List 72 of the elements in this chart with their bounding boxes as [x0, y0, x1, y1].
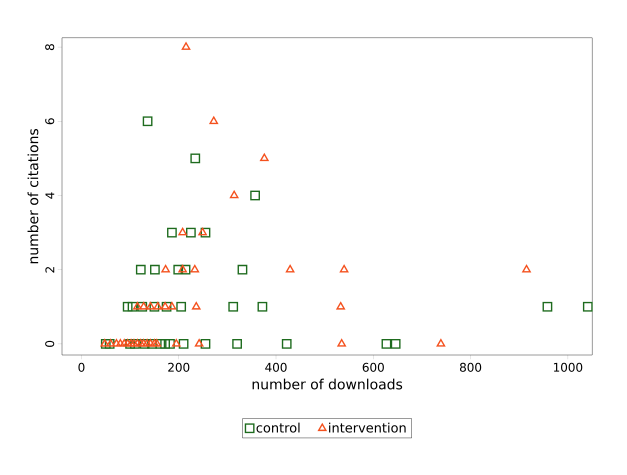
point [190, 264, 200, 272]
point [178, 338, 188, 349]
point [136, 338, 146, 347]
point [186, 228, 196, 238]
point [200, 228, 210, 238]
point [153, 302, 162, 310]
point [337, 338, 346, 347]
x-tick-label: 800 [460, 362, 482, 372]
point [146, 302, 155, 310]
point [150, 264, 160, 275]
point [150, 338, 159, 347]
point [340, 264, 348, 272]
point [136, 264, 146, 275]
point [122, 302, 133, 312]
point [260, 154, 269, 162]
point [133, 338, 142, 347]
point [123, 338, 132, 347]
point [250, 190, 260, 200]
point [116, 338, 125, 347]
point [190, 154, 200, 164]
y-tick-label: 6 [45, 118, 54, 124]
point [522, 264, 531, 272]
point [336, 302, 346, 310]
point [258, 302, 268, 312]
point [182, 42, 190, 50]
point [142, 116, 152, 126]
point [142, 338, 152, 347]
point [120, 338, 129, 347]
x-tick-label: 600 [362, 362, 384, 372]
point [582, 302, 593, 312]
point [165, 338, 175, 349]
point [390, 338, 401, 349]
legend-label: control [256, 422, 300, 433]
y-tick-label: 2 [45, 267, 54, 273]
legend-label: intervention [329, 422, 406, 433]
point [180, 264, 190, 275]
point [133, 302, 142, 310]
point [230, 190, 239, 198]
point [128, 302, 138, 312]
y-tick-label: 8 [45, 44, 54, 50]
y-tick-label: 4 [46, 192, 54, 199]
point [382, 338, 392, 349]
x-tick-label: 400 [265, 362, 287, 372]
point [542, 302, 552, 312]
x-tick-label: 1000 [554, 362, 582, 372]
point [176, 302, 186, 312]
point [209, 116, 218, 124]
x-tick-label: 200 [168, 362, 190, 372]
y-axis-title: number of citations [28, 128, 38, 264]
y-tick-label: 0 [45, 340, 54, 347]
point [112, 338, 121, 347]
point [436, 338, 446, 347]
x-axis-title: number of downloads [252, 378, 402, 390]
point [228, 302, 238, 312]
point [178, 228, 187, 236]
point [286, 264, 294, 272]
point [167, 228, 177, 238]
point [150, 302, 160, 312]
point [200, 338, 210, 349]
point [161, 264, 170, 272]
point [172, 338, 181, 347]
point [232, 338, 242, 349]
x-tick-label: 0 [78, 362, 84, 372]
point [178, 264, 187, 272]
point [173, 264, 184, 275]
point [168, 302, 176, 310]
point [192, 302, 201, 310]
point [194, 338, 204, 347]
point [282, 338, 292, 349]
point [152, 338, 162, 347]
point [238, 264, 248, 275]
point [198, 228, 207, 236]
